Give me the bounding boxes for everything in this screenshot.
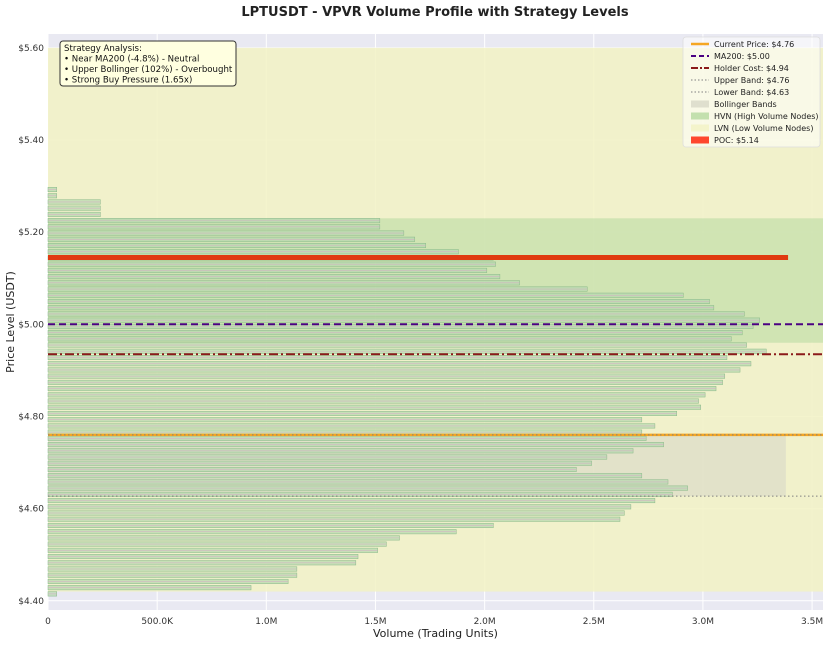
y-tick-label: $5.00 <box>18 320 44 330</box>
legend-label: Current Price: $4.76 <box>714 40 794 49</box>
legend-label: MA200: $5.00 <box>714 52 770 61</box>
annotation-box <box>59 40 237 87</box>
y-tick-label: $5.40 <box>18 136 44 146</box>
y-tick-label: $4.60 <box>18 505 44 515</box>
legend-swatch <box>691 100 709 108</box>
legend-box <box>682 36 821 148</box>
legend-swatch <box>691 136 709 144</box>
annotation-text: • Strong Buy Pressure (1.65x) <box>64 76 192 86</box>
y-tick-label: $5.60 <box>18 44 44 54</box>
y-tick-label: $5.20 <box>18 228 44 238</box>
legend-label: Holder Cost: $4.94 <box>714 64 789 73</box>
x-tick-label: 1.5M <box>364 617 386 627</box>
x-tick-label: 3.0M <box>692 617 714 627</box>
x-tick-label: 1.0M <box>255 617 277 627</box>
annotation-text: • Upper Bollinger (102%) - Overbought <box>64 65 233 75</box>
y-tick-label: $4.40 <box>18 597 44 607</box>
legend-label: Upper Band: $4.76 <box>714 76 789 85</box>
legend-swatch <box>691 112 709 120</box>
annotation-text: • Near MA200 (-4.8%) - Neutral <box>64 55 199 65</box>
legend-label: HVN (High Volume Nodes) <box>714 112 819 121</box>
legend-label: LVN (Low Volume Nodes) <box>714 124 813 133</box>
legend-label: Bollinger Bands <box>714 100 777 109</box>
x-tick-label: 2.5M <box>583 617 605 627</box>
y-tick-label: $4.80 <box>18 412 44 422</box>
annotation-text: Strategy Analysis: <box>64 44 142 54</box>
y-axis-label: Price Level (USDT) <box>4 271 17 373</box>
x-tick-label: 500.0K <box>141 617 174 627</box>
x-tick-label: 3.5M <box>801 617 823 627</box>
legend-label: Lower Band: $4.63 <box>714 88 789 97</box>
x-tick-label: 0 <box>45 617 51 627</box>
legend-label: POC: $5.14 <box>714 136 759 145</box>
x-tick-label: 2.0M <box>474 617 496 627</box>
chart-title: LPTUSDT - VPVR Volume Profile with Strat… <box>241 5 628 20</box>
x-axis-label: Volume (Trading Units) <box>373 627 498 640</box>
legend-swatch <box>691 124 709 132</box>
